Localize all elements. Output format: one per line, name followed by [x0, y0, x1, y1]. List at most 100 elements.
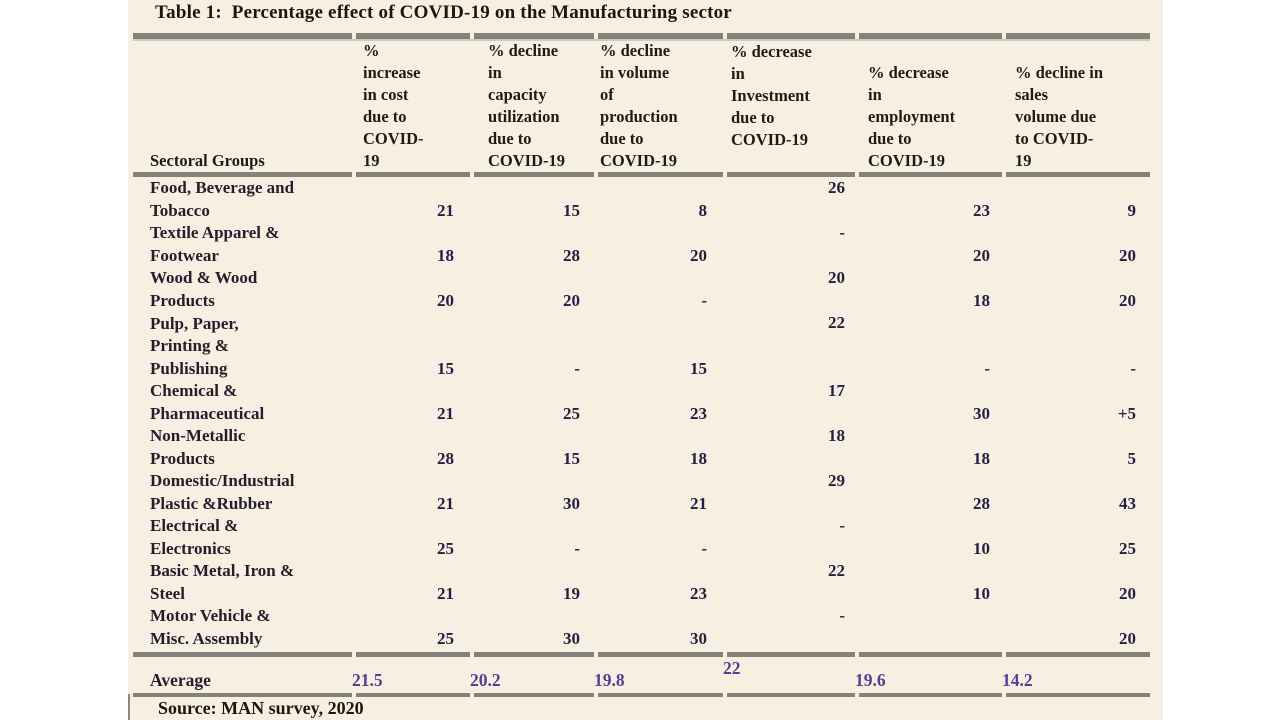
cell-investment: 26 — [828, 178, 845, 197]
cell-investment: 18 — [828, 426, 845, 445]
table-row: Pulp, Paper, Printing & Publishing 15 - … — [133, 312, 1150, 380]
cell-sales: 43 — [1119, 493, 1136, 513]
cell-capacity: 30 — [563, 628, 580, 648]
cell-volume: 21 — [690, 493, 707, 513]
column-header-cost-increase: % increase in cost due to COVID- 19 — [363, 41, 424, 170]
cell-employment: 18 — [973, 448, 990, 468]
cell-employment: 23 — [973, 200, 990, 220]
cell-employment: 18 — [973, 290, 990, 310]
cell-cost: 25 — [437, 628, 454, 648]
column-header-employment: % decrease in employment due to COVID-19 — [868, 63, 956, 170]
average-volume: 19.8 — [594, 670, 625, 690]
rule-below-header — [133, 172, 1150, 177]
rule-below-title — [133, 33, 1150, 39]
cell-investment: 20 — [828, 268, 845, 287]
sector-label: Non-Metallic Products — [150, 426, 246, 468]
cell-investment: 22 — [828, 561, 845, 580]
cell-cost: 20 — [437, 290, 454, 310]
cell-sales: 20 — [1119, 245, 1136, 265]
cell-cost: 21 — [437, 583, 454, 603]
table-row: Basic Metal, Iron & Steel 21 19 23 22 10… — [133, 560, 1150, 605]
cell-capacity: 25 — [563, 403, 580, 423]
cell-volume: 23 — [690, 403, 707, 423]
column-header-sectoral-groups: Sectoral Groups — [150, 151, 265, 170]
cell-investment: - — [839, 516, 845, 535]
table-header-row: Sectoral Groups % increase in cost due t… — [133, 40, 1150, 172]
table-row: Textile Apparel & Footwear 18 28 20 - 20… — [133, 222, 1150, 267]
table-row: Non-Metallic Products 28 15 18 18 18 5 — [133, 425, 1150, 470]
average-employment: 19.6 — [855, 670, 886, 690]
sector-label: Basic Metal, Iron & Steel — [150, 561, 295, 603]
column-header-production-volume: % decline in volume of production due to… — [600, 41, 678, 170]
cell-sales: 20 — [1119, 583, 1136, 603]
cell-sales: 20 — [1119, 290, 1136, 310]
cell-capacity: 15 — [563, 200, 580, 220]
cell-employment: 20 — [973, 245, 990, 265]
cell-employment: 30 — [973, 403, 990, 423]
cell-investment: 29 — [828, 471, 845, 490]
cell-volume: 30 — [690, 628, 707, 648]
cell-capacity: 20 — [563, 290, 580, 310]
sector-label: Electrical & Electronics — [150, 516, 239, 558]
cell-employment: 10 — [973, 583, 990, 603]
cell-volume: - — [701, 290, 707, 310]
cell-volume: 15 — [690, 358, 707, 378]
cell-sales: +5 — [1117, 403, 1136, 423]
average-label: Average — [150, 670, 211, 690]
table-title: Table 1: Percentage effect of COVID-19 o… — [155, 2, 732, 23]
cell-cost: 15 — [437, 358, 454, 378]
cell-sales: - — [1130, 358, 1136, 378]
cell-volume: 8 — [698, 200, 708, 220]
average-cost: 21.5 — [352, 670, 383, 690]
table-panel: Table 1: Percentage effect of COVID-19 o… — [128, 0, 1163, 720]
cell-sales: 9 — [1127, 200, 1137, 220]
cell-capacity: 15 — [563, 448, 580, 468]
average-row: Average 21.5 20.2 19.8 22 19.6 14.2 — [133, 657, 1150, 691]
sector-label: Food, Beverage and Tobacco — [150, 178, 295, 220]
sector-label: Chemical & Pharmaceutical — [150, 381, 265, 423]
cell-sales: 5 — [1127, 448, 1137, 468]
cell-employment: 28 — [973, 493, 990, 513]
cell-capacity: - — [574, 538, 580, 558]
cell-volume: - — [701, 538, 707, 558]
cell-investment: 17 — [828, 381, 845, 400]
sector-label: Domestic/Industrial Plastic &Rubber — [150, 471, 295, 513]
sector-label: Textile Apparel & Footwear — [150, 223, 280, 265]
table-row: Electrical & Electronics 25 - - - 10 25 — [133, 515, 1150, 560]
cell-volume: 20 — [690, 245, 707, 265]
column-header-sales-volume: % decline in sales volume due to COVID- … — [1015, 63, 1104, 170]
cell-investment: 22 — [828, 313, 845, 332]
cell-capacity: 28 — [563, 245, 580, 265]
rule-below-average — [133, 693, 1150, 697]
sector-label: Wood & Wood Products — [150, 268, 258, 310]
column-header-capacity-utilization: % decline in capacity utilization due to… — [488, 41, 565, 170]
cell-cost: 25 — [437, 538, 454, 558]
source-note: Source: MAN survey, 2020 — [158, 698, 364, 718]
cell-cost: 21 — [437, 403, 454, 423]
scan-artifact-line — [128, 694, 130, 720]
average-capacity: 20.2 — [470, 670, 501, 690]
table-row: Food, Beverage and Tobacco 21 15 8 26 23… — [133, 177, 1150, 222]
cell-cost: 18 — [437, 245, 454, 265]
rule-above-average — [133, 652, 1150, 657]
cell-employment: - — [984, 358, 990, 378]
cell-capacity: - — [574, 358, 580, 378]
cell-cost: 21 — [437, 200, 454, 220]
cell-investment: - — [839, 223, 845, 242]
cell-sales: 25 — [1119, 538, 1136, 558]
table-row: Wood & Wood Products 20 20 - 20 18 20 — [133, 267, 1150, 312]
sector-label: Pulp, Paper, Printing & Publishing — [150, 313, 239, 378]
cell-cost: 21 — [437, 493, 454, 513]
cell-employment: 10 — [973, 538, 990, 558]
table-row: Domestic/Industrial Plastic &Rubber 21 3… — [133, 470, 1150, 515]
cell-capacity: 19 — [563, 583, 580, 603]
cell-cost: 28 — [437, 448, 454, 468]
cell-sales: 20 — [1119, 628, 1136, 648]
cell-volume: 18 — [690, 448, 707, 468]
average-sales: 14.2 — [1002, 670, 1033, 690]
cell-capacity: 30 — [563, 493, 580, 513]
table-row: Motor Vehicle & Misc. Assembly 25 30 30 … — [133, 605, 1150, 650]
table-row: Chemical & Pharmaceutical 21 25 23 17 30… — [133, 380, 1150, 425]
sector-label: Motor Vehicle & Misc. Assembly — [150, 606, 271, 648]
cell-investment: - — [839, 606, 845, 625]
